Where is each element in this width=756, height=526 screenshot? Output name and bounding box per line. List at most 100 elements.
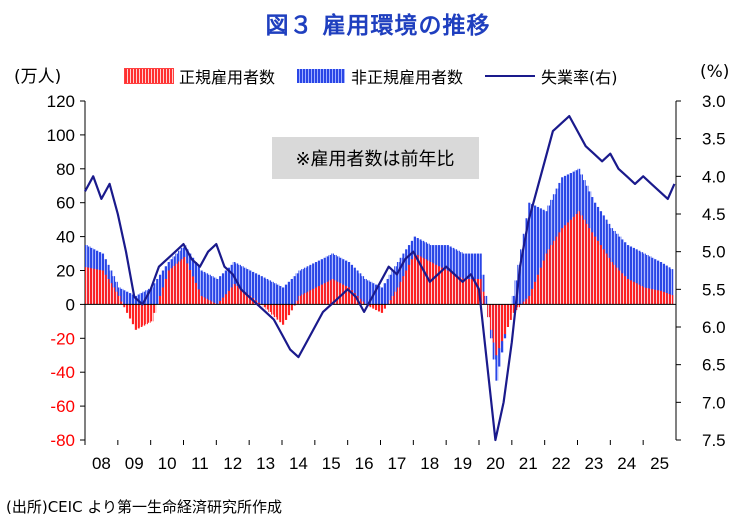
regular-bar (210, 301, 214, 305)
non-regular-bar (317, 260, 321, 305)
non-regular-bar (380, 287, 384, 305)
non-regular-bar (142, 291, 146, 305)
non-regular-bar (394, 266, 397, 305)
non-regular-bar (391, 270, 395, 305)
non-regular-bar (659, 262, 663, 305)
non-regular-bar (541, 209, 545, 305)
regular-bar (117, 295, 121, 305)
source-note: (出所)CEIC より第一生命経済研究所作成 (6, 498, 283, 516)
non-regular-bar (624, 242, 627, 305)
non-regular-bar (632, 247, 635, 305)
regular-bar (169, 268, 173, 305)
left-tick-label-3: 60 (56, 194, 75, 213)
non-regular-bar (484, 295, 488, 305)
non-regular-bar (230, 264, 233, 305)
regular-bar (632, 281, 635, 305)
regular-bar (153, 304, 157, 313)
legend-item-unemployment: 失業率(右) (485, 64, 618, 88)
non-regular-bar (342, 259, 345, 305)
regular-bar (481, 291, 485, 305)
regular-bar (205, 298, 209, 305)
regular-bar (511, 304, 515, 313)
right-axis-unit: (%) (700, 62, 730, 82)
non-regular-bar (530, 204, 534, 305)
non-regular-bar (312, 263, 315, 305)
regular-bar (489, 304, 493, 330)
regular-bar (104, 274, 107, 305)
non-regular-bar (262, 277, 266, 305)
non-regular-bar (298, 270, 302, 305)
non-regular-bar (208, 274, 211, 305)
right-tick-label-0: 3.0 (702, 92, 726, 111)
non-regular-bar (339, 257, 343, 305)
non-regular-bar (665, 265, 668, 305)
regular-bar (180, 259, 184, 305)
non-regular-bar (520, 249, 523, 305)
non-regular-bar (522, 233, 526, 305)
non-regular-bar (648, 256, 652, 305)
x-tick-label-4: 12 (223, 454, 242, 473)
regular-bar (246, 293, 250, 305)
right-tick-label-2: 4.0 (702, 167, 726, 186)
regular-bar (98, 269, 102, 305)
non-regular-bar (147, 288, 151, 305)
non-regular-bar (355, 270, 359, 305)
regular-bar (145, 304, 148, 325)
regular-bar (383, 304, 386, 309)
non-regular-bar (199, 270, 203, 305)
regular-bar (662, 291, 666, 305)
regular-bar (626, 278, 630, 305)
left-tick-label-9: -60 (50, 397, 75, 416)
regular-bar (158, 295, 162, 305)
regular-bar (227, 290, 231, 305)
x-tick-label-13: 21 (519, 454, 538, 473)
regular-bar (268, 304, 272, 313)
non-regular-bar (309, 264, 313, 305)
regular-bar (574, 214, 578, 305)
legend-swatch-non-regular (297, 69, 346, 83)
regular-bar (350, 290, 354, 305)
regular-bar (328, 280, 332, 305)
regular-bar (167, 270, 170, 305)
regular-bar (604, 253, 608, 305)
non-regular-bar (654, 259, 657, 305)
non-regular-bar (216, 278, 220, 305)
right-tick-label-9: 7.5 (702, 431, 726, 450)
regular-bar (509, 304, 512, 320)
regular-bar (500, 304, 504, 342)
non-regular-bar (344, 260, 348, 305)
regular-bar (492, 304, 496, 343)
regular-bar (536, 274, 540, 305)
regular-bar (569, 219, 573, 305)
x-tick-label-11: 19 (453, 454, 472, 473)
non-regular-bar (232, 262, 236, 305)
regular-bar (85, 267, 88, 305)
regular-bar (265, 304, 269, 310)
non-regular-bar (271, 281, 274, 305)
regular-bar (528, 295, 531, 305)
regular-bar (128, 304, 132, 319)
regular-bar (588, 228, 592, 305)
regular-bar (448, 271, 452, 305)
non-regular-bar (634, 249, 638, 305)
regular-bar (279, 304, 282, 323)
legend-label-non-regular: 非正規雇用者数 (351, 68, 464, 87)
regular-bar (407, 264, 411, 305)
non-regular-bar (629, 246, 633, 305)
non-regular-bar (511, 295, 515, 305)
regular-bar (634, 283, 638, 305)
regular-bar (624, 276, 627, 305)
non-regular-bar (156, 278, 159, 305)
non-regular-bar (670, 269, 674, 305)
regular-bar (336, 281, 340, 305)
non-regular-bar (325, 256, 329, 305)
non-regular-bar (366, 280, 370, 305)
regular-bar (282, 304, 285, 325)
non-regular-bar (364, 278, 367, 305)
regular-bar (602, 249, 605, 305)
regular-bar (150, 304, 154, 322)
non-regular-bar (202, 271, 206, 305)
right-tick-label-4: 5.0 (702, 243, 726, 262)
non-regular-bar (525, 218, 529, 305)
